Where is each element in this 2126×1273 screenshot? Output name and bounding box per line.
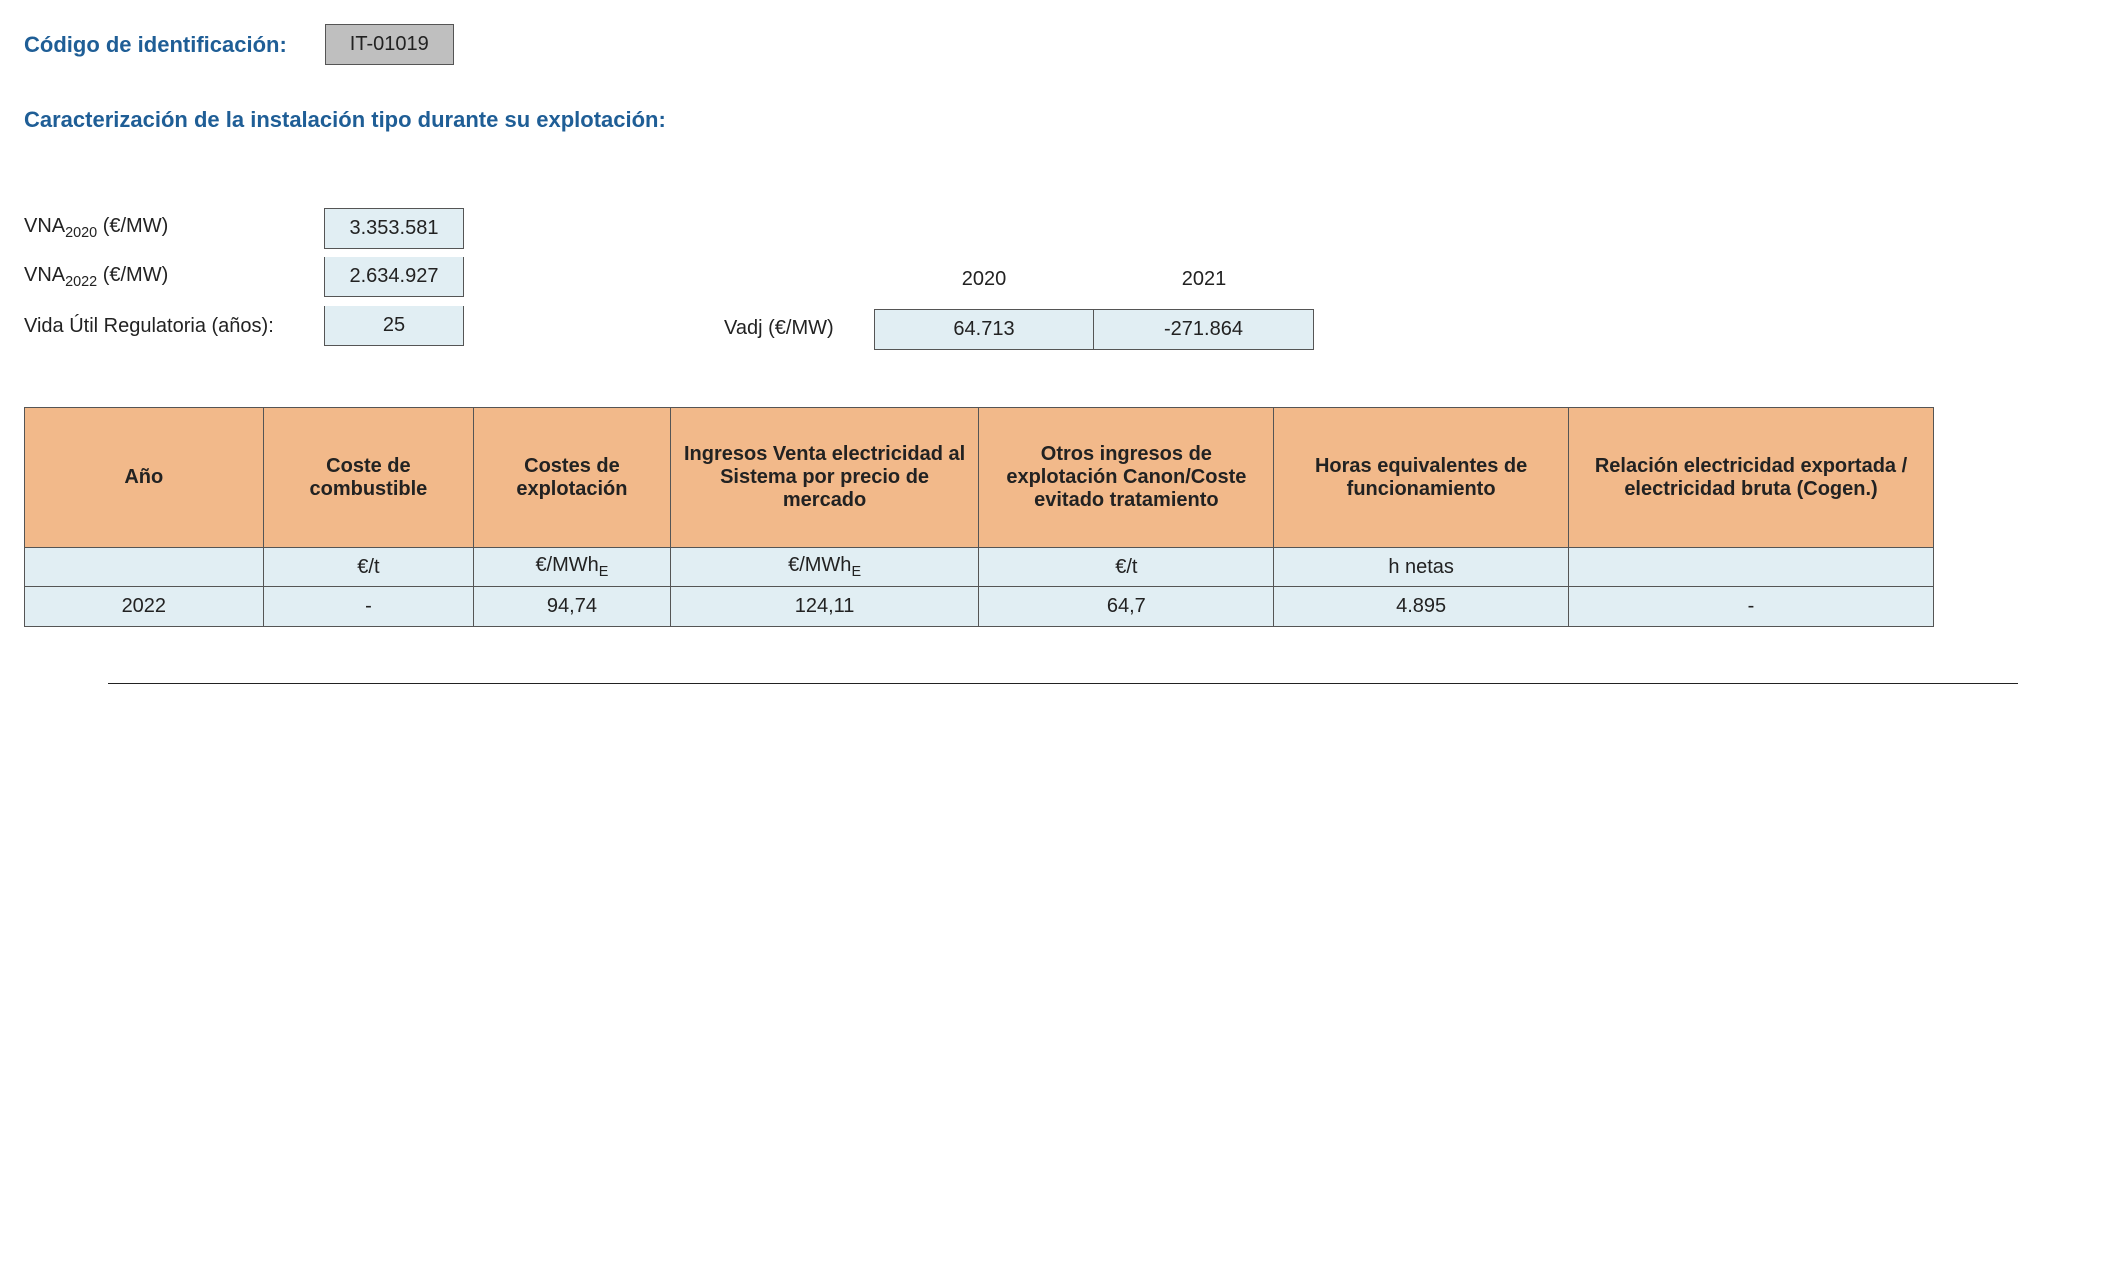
vna2020-row: VNA2020 (€/MW) 3.353.581 xyxy=(24,203,464,253)
caracterizacion-heading: Caracterización de la instalación tipo d… xyxy=(24,107,2102,133)
table-units-row: €/t €/MWhE €/MWhE €/t h netas xyxy=(25,548,1934,587)
vadj-value-1: -271.864 xyxy=(1094,309,1314,350)
vna2022-row: VNA2022 (€/MW) 2.634.927 xyxy=(24,252,464,302)
th-otros: Otros ingresos de explotación Canon/Cost… xyxy=(979,408,1274,548)
th-expl: Costes de explotación xyxy=(474,408,671,548)
vadj-col-0: 2020 64.713 xyxy=(874,260,1094,350)
cell-ano: 2022 xyxy=(25,587,264,627)
vida-value: 25 xyxy=(324,306,464,346)
unit-otros: €/t xyxy=(979,548,1274,587)
vadj-col-1: 2021 -271.864 xyxy=(1094,260,1314,350)
vna2022-label: VNA2022 (€/MW) xyxy=(24,264,324,290)
params-left: VNA2020 (€/MW) 3.353.581 VNA2022 (€/MW) … xyxy=(24,203,464,351)
vadj-block: Vadj (€/MW) 2020 64.713 2021 -271.864 xyxy=(724,260,1314,350)
th-rel: Relación electricidad exportada / electr… xyxy=(1569,408,1934,548)
vna2020-label: VNA2020 (€/MW) xyxy=(24,215,324,241)
vadj-year-0: 2020 xyxy=(874,260,1094,309)
unit-rel xyxy=(1569,548,1934,587)
cell-comb: - xyxy=(263,587,474,627)
cell-rel: - xyxy=(1569,587,1934,627)
table-header-row: Año Coste de combustible Costes de explo… xyxy=(25,408,1934,548)
unit-ano xyxy=(25,548,264,587)
vadj-label: Vadj (€/MW) xyxy=(724,317,874,350)
unit-ing: €/MWhE xyxy=(670,548,979,587)
vadj-value-0: 64.713 xyxy=(874,309,1094,350)
table-row: 2022 - 94,74 124,11 64,7 4.895 - xyxy=(25,587,1934,627)
vida-row: Vida Útil Regulatoria (años): 25 xyxy=(24,301,464,351)
params-block: VNA2020 (€/MW) 3.353.581 VNA2022 (€/MW) … xyxy=(24,203,2102,351)
codigo-row: Código de identificación: IT-01019 xyxy=(24,24,2102,65)
divider-line xyxy=(108,683,2018,684)
vida-label: Vida Útil Regulatoria (años): xyxy=(24,315,324,338)
th-ing: Ingresos Venta electricidad al Sistema p… xyxy=(670,408,979,548)
unit-horas: h netas xyxy=(1274,548,1569,587)
codigo-label: Código de identificación: xyxy=(24,32,287,58)
vna2022-value: 2.634.927 xyxy=(324,257,464,297)
cell-expl: 94,74 xyxy=(474,587,671,627)
unit-expl: €/MWhE xyxy=(474,548,671,587)
cell-ing: 124,11 xyxy=(670,587,979,627)
main-table: Año Coste de combustible Costes de explo… xyxy=(24,407,1934,627)
vadj-year-1: 2021 xyxy=(1094,260,1314,309)
cell-horas: 4.895 xyxy=(1274,587,1569,627)
th-comb: Coste de combustible xyxy=(263,408,474,548)
vna2020-value: 3.353.581 xyxy=(324,208,464,249)
th-horas: Horas equivalentes de funcionamiento xyxy=(1274,408,1569,548)
th-ano: Año xyxy=(25,408,264,548)
cell-otros: 64,7 xyxy=(979,587,1274,627)
unit-comb: €/t xyxy=(263,548,474,587)
codigo-value-box: IT-01019 xyxy=(325,24,454,65)
